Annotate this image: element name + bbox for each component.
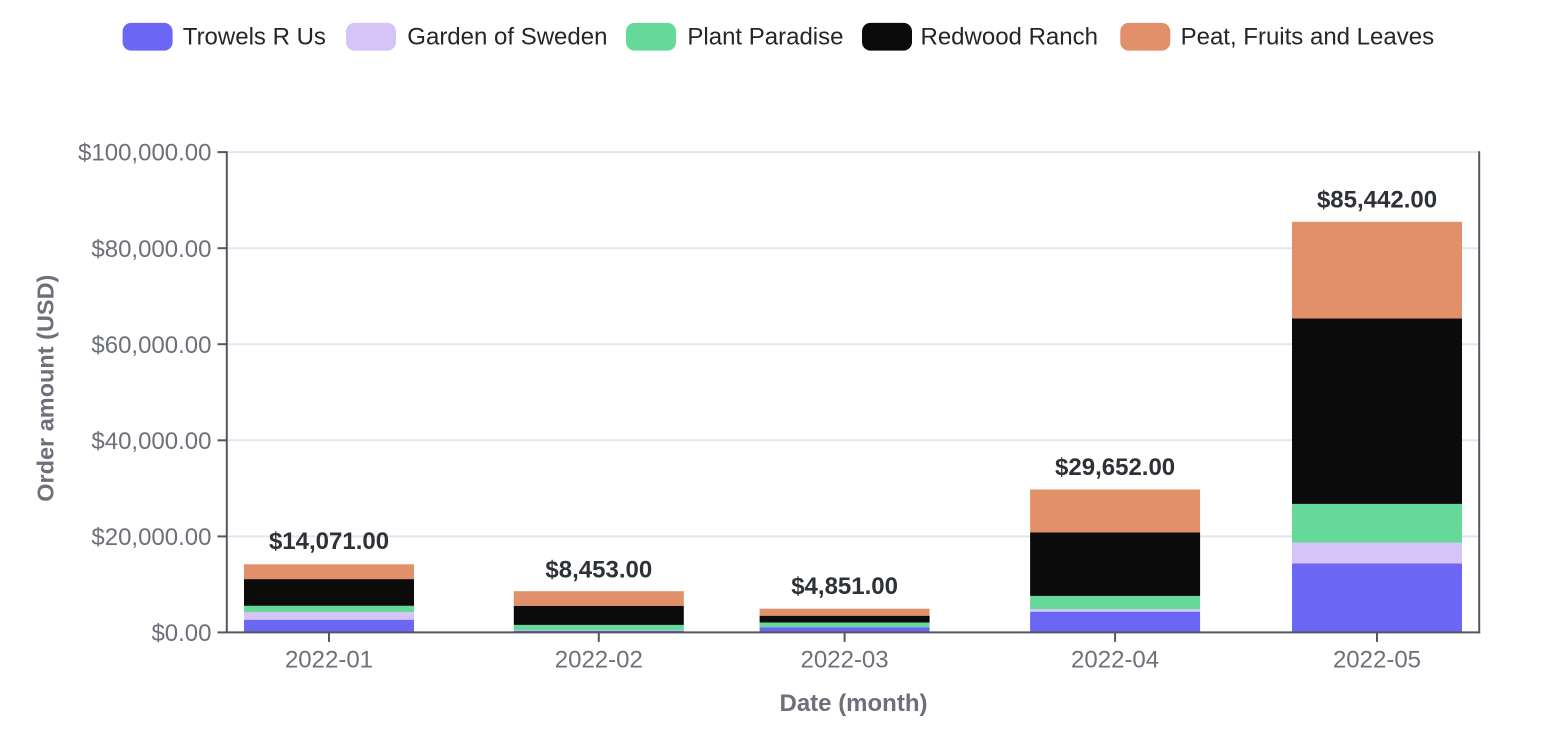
- svg-text:Redwood Ranch: Redwood Ranch: [921, 24, 1098, 51]
- svg-text:$40,000.00: $40,000.00: [91, 428, 211, 455]
- svg-text:Trowels R Us: Trowels R Us: [183, 24, 326, 51]
- svg-text:2022-05: 2022-05: [1333, 646, 1421, 673]
- svg-text:Date (month): Date (month): [780, 690, 928, 717]
- svg-text:$8,453.00: $8,453.00: [545, 556, 652, 583]
- svg-text:$100,000.00: $100,000.00: [78, 140, 211, 167]
- svg-text:$85,442.00: $85,442.00: [1317, 186, 1437, 213]
- svg-text:Peat, Fruits and Leaves: Peat, Fruits and Leaves: [1181, 24, 1434, 51]
- svg-text:$29,652.00: $29,652.00: [1055, 454, 1175, 481]
- svg-text:Order amount (USD): Order amount (USD): [33, 275, 59, 502]
- svg-text:$4,851.00: $4,851.00: [791, 573, 898, 600]
- svg-text:$0.00: $0.00: [151, 620, 211, 647]
- svg-text:Plant Paradise: Plant Paradise: [687, 24, 843, 51]
- svg-text:2022-04: 2022-04: [1071, 646, 1159, 673]
- svg-text:2022-03: 2022-03: [801, 646, 889, 673]
- svg-text:2022-01: 2022-01: [285, 646, 373, 673]
- svg-text:$14,071.00: $14,071.00: [269, 528, 389, 555]
- svg-text:Garden of Sweden: Garden of Sweden: [407, 24, 607, 51]
- svg-text:$20,000.00: $20,000.00: [91, 524, 211, 551]
- svg-text:$80,000.00: $80,000.00: [91, 236, 211, 263]
- svg-text:$60,000.00: $60,000.00: [91, 332, 211, 359]
- svg-text:2022-02: 2022-02: [555, 646, 643, 673]
